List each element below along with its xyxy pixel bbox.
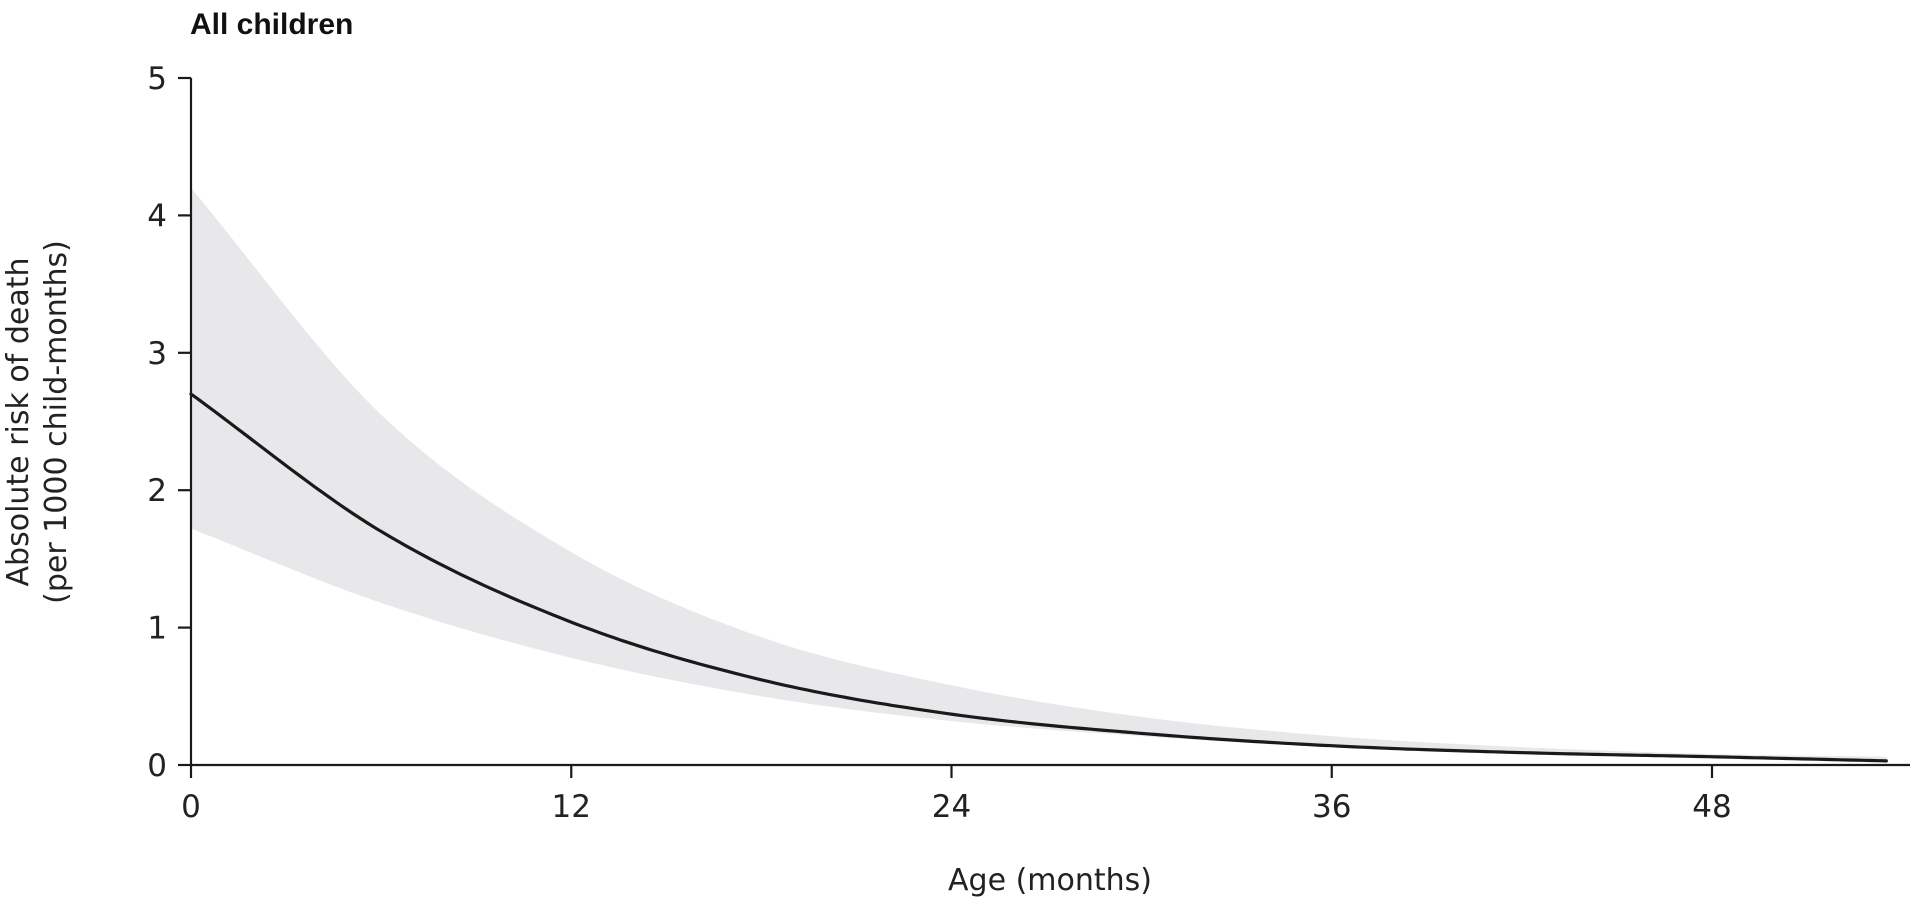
y-axis-ticks: 0 1 2 3 4 5	[147, 61, 191, 784]
x-axis-ticks: 0 12 24 36 48	[181, 765, 1732, 825]
x-tick-label: 0	[181, 789, 201, 825]
y-axis-label-line2: (per 1000 child-months)	[39, 240, 74, 604]
x-tick-label: 24	[932, 789, 971, 825]
series-layer	[189, 392, 1888, 763]
confidence-band	[191, 187, 1887, 761]
y-axis-label-group: Absolute risk of death (per 1000 child-m…	[1, 240, 74, 604]
x-tick-label: 12	[552, 789, 591, 825]
series-line-0	[189, 392, 1888, 763]
y-tick-label: 3	[147, 336, 167, 372]
x-axis-label: Age (months)	[948, 863, 1152, 898]
chart-title: All children	[190, 8, 353, 41]
y-axis-label: Absolute risk of death	[1, 258, 36, 587]
y-tick-label: 5	[147, 61, 167, 97]
y-tick-label: 4	[147, 198, 167, 234]
x-tick-label: 36	[1312, 789, 1351, 825]
x-tick-label: 48	[1692, 789, 1731, 825]
y-tick-label: 0	[147, 748, 167, 784]
confidence-band-layer	[191, 187, 1887, 761]
y-tick-label: 2	[147, 473, 167, 509]
y-tick-label: 1	[147, 611, 167, 647]
